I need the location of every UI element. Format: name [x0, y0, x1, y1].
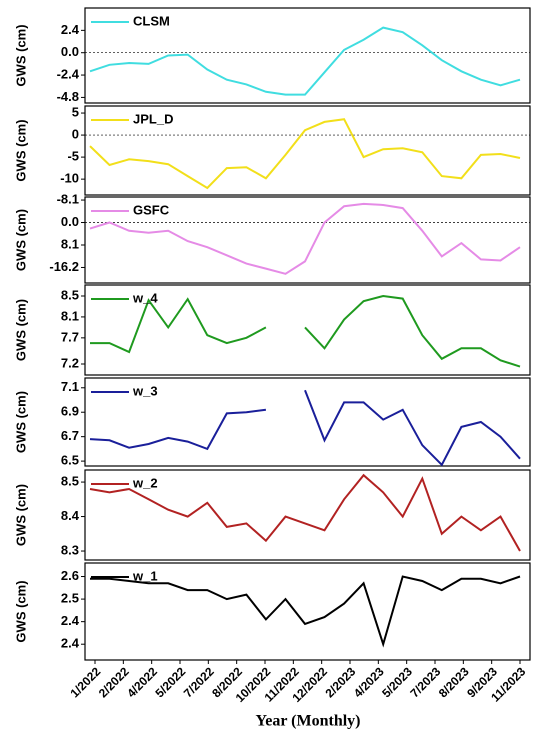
y-tick-label: 7.1	[61, 379, 79, 394]
panel-frame	[84, 377, 531, 467]
y-axis-title: GWS (cm)	[13, 209, 28, 271]
y-tick-label: 8.5	[61, 474, 79, 489]
x-tick-label: 7/2023	[408, 664, 444, 700]
y-axis-title: GWS (cm)	[13, 119, 28, 181]
y-tick-label: 2.6	[61, 568, 79, 583]
y-tick-label: 8.5	[61, 287, 79, 302]
y-tick-label: 2.4	[61, 22, 80, 37]
data-line	[90, 294, 521, 368]
legend-label: w_3	[132, 383, 158, 398]
y-tick-label: 8.1	[61, 236, 79, 251]
y-axis-title: GWS (cm)	[13, 580, 28, 642]
y-tick-label: 8.4	[61, 508, 80, 523]
y-tick-label: 7.7	[61, 329, 79, 344]
y-tick-label: 2.4	[61, 613, 80, 628]
legend-label: w_2	[132, 475, 158, 490]
data-line	[89, 473, 521, 552]
panel-frame	[84, 105, 531, 196]
data-line	[89, 26, 521, 96]
y-tick-label: 8.3	[61, 542, 79, 557]
legend-label: CLSM	[133, 13, 170, 28]
x-tick-label: 1/2022	[68, 664, 104, 700]
x-tick-label: 5/2023	[379, 664, 415, 700]
panel-frame	[84, 7, 531, 104]
y-tick-label: 6.5	[61, 453, 79, 468]
y-tick-label: 0.0	[61, 44, 79, 59]
y-tick-label: 2.4	[61, 636, 80, 651]
x-tick-label: 4/2023	[351, 664, 387, 700]
data-line	[89, 202, 521, 275]
y-tick-label: 6.7	[61, 428, 79, 443]
panel-frame	[84, 469, 531, 561]
x-tick-label: 7/2022	[181, 664, 217, 700]
y-tick-label: -2.4	[57, 66, 80, 81]
y-tick-label: 7.2	[61, 355, 79, 370]
y-tick-label: -4.8	[57, 89, 79, 104]
y-tick-label: -5	[67, 149, 79, 164]
y-tick-label: 5	[72, 104, 79, 119]
y-axis-title: GWS (cm)	[13, 299, 28, 361]
data-line	[90, 575, 521, 648]
y-tick-label: -8.1	[57, 191, 79, 206]
panel-frame	[84, 284, 531, 376]
x-axis-title: Year (Monthly)	[255, 713, 360, 730]
x-tick-label: 2/2023	[323, 664, 359, 700]
x-tick-label: 5/2022	[153, 664, 189, 700]
legend-label: w_4	[132, 290, 158, 305]
y-tick-label: 6.9	[61, 404, 79, 419]
x-tick-label: 4/2022	[124, 664, 160, 700]
y-tick-label: 0.0	[61, 214, 79, 229]
x-tick-label: 2/2022	[96, 664, 132, 700]
legend-label: GSFC	[133, 202, 170, 217]
y-tick-label: -16.2	[49, 259, 79, 274]
panel-frame	[84, 562, 531, 661]
y-tick-label: -10	[60, 171, 79, 186]
y-tick-label: 0	[72, 127, 79, 142]
data-line	[89, 389, 521, 467]
y-axis-title: GWS (cm)	[13, 391, 28, 453]
y-tick-label: 2.5	[61, 591, 79, 606]
y-axis-title: GWS (cm)	[13, 24, 28, 86]
panel-frame	[84, 196, 531, 284]
legend-label: JPL_D	[133, 111, 173, 126]
x-tick-label: 8/2023	[436, 664, 472, 700]
y-axis-title: GWS (cm)	[13, 484, 28, 546]
y-tick-label: 8.1	[61, 308, 79, 323]
legend-label: w_1	[132, 568, 158, 583]
data-line	[89, 118, 521, 190]
